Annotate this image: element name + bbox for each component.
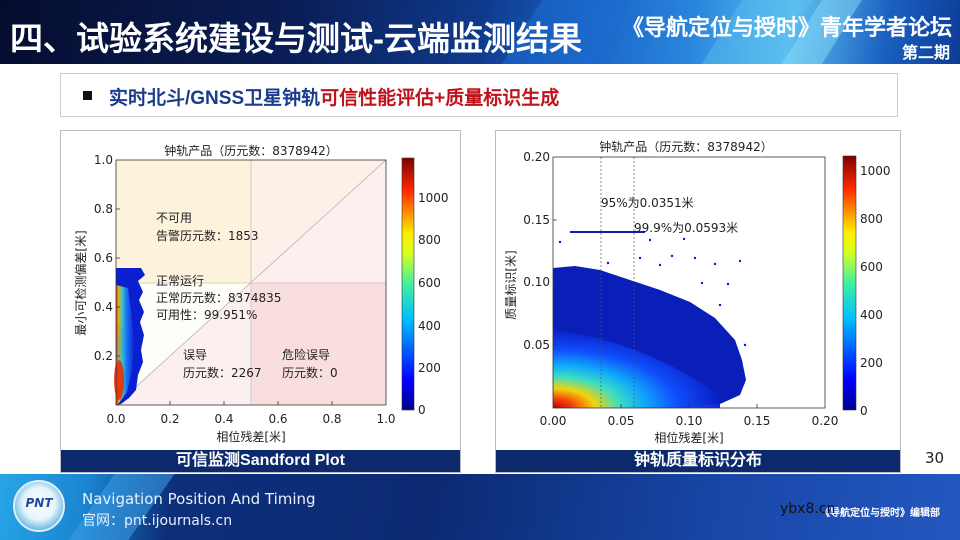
svg-text:0.05: 0.05 [608,414,635,428]
journal-name: Navigation Position And Timing [82,490,316,508]
svg-text:200: 200 [860,356,883,370]
svg-text:1.0: 1.0 [376,412,395,426]
svg-text:0.6: 0.6 [268,412,287,426]
percentile-95-label: 95%为0.0351米 [601,196,694,210]
y-axis-label: 最小可检测偏差[米] [73,230,88,335]
x-tick-labels: 0.0 0.2 0.4 0.6 0.8 1.0 [106,412,395,426]
subtitle-red-part: 可信性能评估+质量标识生成 [320,88,560,109]
forum-name: 《导航定位与授时》青年学者论坛 [621,15,952,40]
colorbar [401,157,415,411]
y-ticks [553,219,557,346]
svg-text:0: 0 [418,403,426,417]
colorbar [842,155,857,411]
y-tick-labels: 0.2 0.4 0.6 0.8 1.0 [94,153,113,363]
svg-text:0.4: 0.4 [94,300,113,314]
x-axis-label: 相位残差[米] [216,429,285,444]
subtitle-box: 实时北斗/GNSS卫星钟轨可信性能评估+质量标识生成 [60,73,898,117]
data-cloud-dense [553,330,720,408]
forum-issue: 第二期 [901,43,950,62]
pnt-logo-icon: PNT [13,480,65,532]
y-ticks [116,208,120,357]
svg-text:0.8: 0.8 [94,202,113,216]
scatter-outliers [558,231,747,357]
subtitle-blue-part: 实时北斗/GNSS卫星钟轨 [109,88,321,109]
region-annotations: 不可用 告警历元数：1853 正常运行 正常历元数：8374835 可用性：99… [156,211,338,380]
axes-frame [115,159,387,406]
x-tick-labels: 0.00 0.05 0.10 0.15 0.20 [540,414,839,428]
quality-indicator-chart: 0.00 0.05 0.10 0.15 0.20 0.05 0.10 0.15 … [504,139,891,445]
x-axis-label: 相位残差[米] [654,430,723,445]
region-name-normal: 正常运行 [156,274,204,288]
x-ticks [620,404,758,408]
colorbar-labels: 0 200 400 600 800 1000 [860,164,891,418]
svg-text:1.0: 1.0 [94,153,113,167]
svg-text:0.4: 0.4 [214,412,233,426]
svg-text:400: 400 [860,308,883,322]
region-name-misleading: 误导 [183,348,207,362]
svg-text:0.8: 0.8 [322,412,341,426]
panel-caption: 钟轨质量标识分布 [496,450,900,472]
svg-text:1000: 1000 [860,164,891,178]
svg-text:0.20: 0.20 [523,150,550,164]
subtitle: 实时北斗/GNSS卫星钟轨可信性能评估+质量标识生成 [109,83,559,110]
journal-website: 官网：pnt.ijournals.cn [82,513,233,529]
region-count-hazardous: 历元数：0 [282,365,338,380]
panel-caption: 可信监测Sandford Plot [61,450,460,472]
page-number: 30 [925,449,945,467]
availability: 可用性：99.951% [156,308,257,322]
svg-text:0.05: 0.05 [523,338,550,352]
svg-text:0.0: 0.0 [106,412,125,426]
svg-text:0.15: 0.15 [523,213,550,227]
svg-text:600: 600 [860,260,883,274]
svg-text:200: 200 [418,361,441,375]
svg-text:0.20: 0.20 [812,414,839,428]
svg-text:0.10: 0.10 [676,414,703,428]
svg-text:0: 0 [860,404,868,418]
svg-text:0.15: 0.15 [744,414,771,428]
x-ticks [169,401,333,405]
svg-text:0.10: 0.10 [523,275,550,289]
editorial-office: 《导航定位与授时》编辑部 [820,508,940,519]
percentile-999-label: 99.9%为0.0593米 [634,221,738,235]
region-count-normal: 正常历元数：8374835 [156,290,281,305]
svg-text:800: 800 [860,212,883,226]
colorbar-labels: 0 200 400 600 800 1000 [418,191,449,417]
region-count-misleading: 历元数：2267 [183,365,262,380]
data-cloud-peak [114,360,124,400]
watermark: ybx8.cn [780,501,836,517]
svg-text:600: 600 [418,276,441,290]
logo-text: PNT [25,496,53,510]
chart-title: 钟轨产品（历元数：8378942） [599,139,772,154]
svg-text:0.6: 0.6 [94,251,113,265]
svg-text:0.00: 0.00 [540,414,567,428]
sandford-plot-chart: 0.0 0.2 0.4 0.6 0.8 1.0 0.2 0.4 0.6 0.8 … [73,143,449,444]
region-count-unavailable: 告警历元数：1853 [156,228,259,243]
region-name-unavailable: 不可用 [156,211,192,225]
slide-header: 四、试验系统建设与测试-云端监测结果 《导航定位与授时》青年学者论坛 第二期 [0,0,960,64]
region-name-hazardous: 危险误导 [282,347,330,362]
hazardous-zone [251,283,386,405]
chart-title: 钟轨产品（历元数：8378942） [164,143,337,158]
slide-footer: PNT Navigation Position And Timing 官网：pn… [0,474,960,540]
svg-text:0.2: 0.2 [160,412,179,426]
square-bullet-icon [83,91,92,100]
svg-text:0.2: 0.2 [94,349,113,363]
svg-text:400: 400 [418,319,441,333]
diagonal-line [115,159,387,406]
y-axis-label: 质量标识[米] [504,250,518,319]
sandford-plot-panel: 0.0 0.2 0.4 0.6 0.8 1.0 0.2 0.4 0.6 0.8 … [60,130,461,473]
svg-text:800: 800 [418,233,441,247]
quality-indicator-panel: 0.00 0.05 0.10 0.15 0.20 0.05 0.10 0.15 … [495,130,901,473]
y-tick-labels: 0.05 0.10 0.15 0.20 [523,150,550,352]
svg-text:1000: 1000 [418,191,449,205]
slide-title: 四、试验系统建设与测试-云端监测结果 [10,20,582,57]
